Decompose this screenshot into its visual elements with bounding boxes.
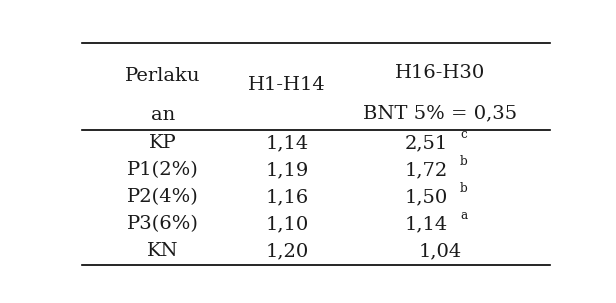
Text: H1-H14: H1-H14 — [248, 76, 326, 94]
Text: 1,14: 1,14 — [265, 134, 309, 152]
Text: 1,72: 1,72 — [405, 161, 448, 179]
Text: 1,14: 1,14 — [405, 215, 448, 233]
Text: c: c — [460, 128, 467, 141]
Text: P1(2%): P1(2%) — [127, 161, 199, 179]
Text: 1,20: 1,20 — [265, 242, 309, 261]
Text: an: an — [151, 106, 175, 124]
Text: KN: KN — [147, 242, 179, 261]
Text: H16-H30: H16-H30 — [395, 64, 485, 82]
Text: 1,16: 1,16 — [265, 188, 309, 206]
Text: b: b — [460, 182, 468, 195]
Text: BNT 5% = 0,35: BNT 5% = 0,35 — [363, 104, 517, 122]
Text: P3(6%): P3(6%) — [127, 215, 199, 233]
Text: 1,10: 1,10 — [265, 215, 309, 233]
Text: 1,50: 1,50 — [405, 188, 448, 206]
Text: a: a — [460, 209, 468, 222]
Text: KP: KP — [149, 134, 177, 152]
Text: 1,04: 1,04 — [418, 242, 461, 261]
Text: P2(4%): P2(4%) — [127, 188, 199, 206]
Text: 1,19: 1,19 — [265, 161, 309, 179]
Text: Perlaku: Perlaku — [125, 67, 201, 85]
Text: b: b — [460, 155, 468, 168]
Text: 2,51: 2,51 — [405, 134, 448, 152]
